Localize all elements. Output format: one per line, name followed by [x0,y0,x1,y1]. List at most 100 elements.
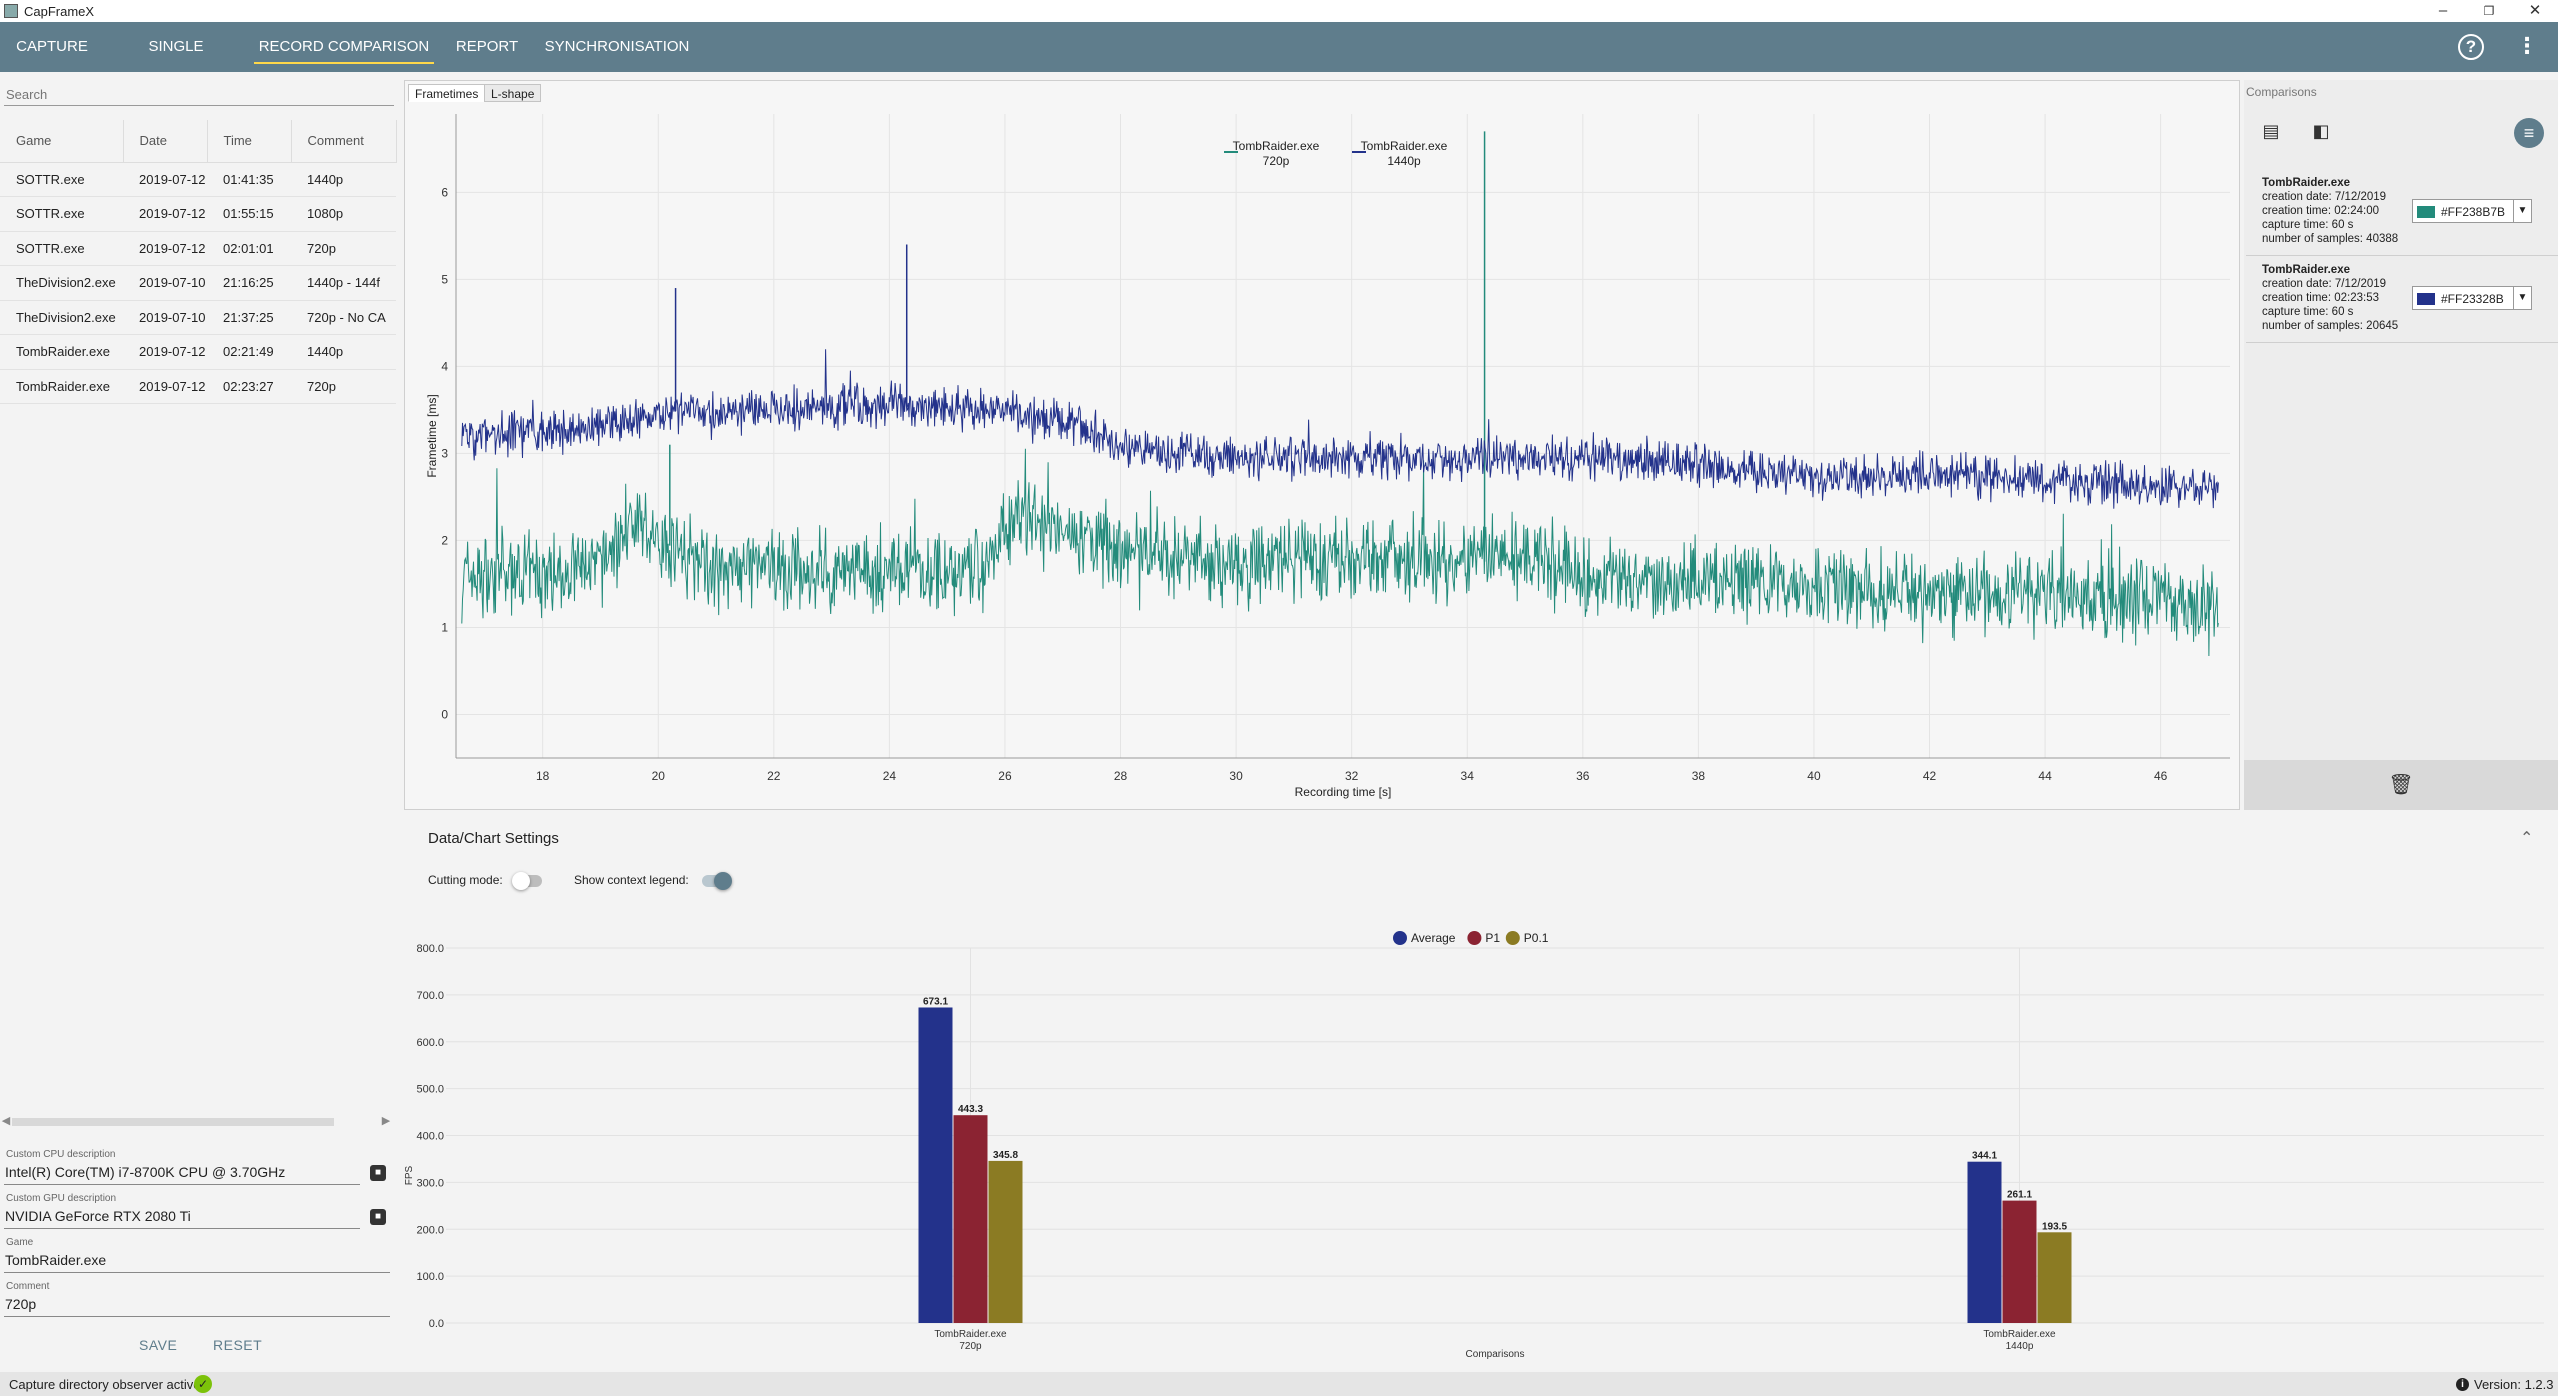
cutting-mode-label: Cutting mode: [428,873,503,887]
search-input[interactable] [4,84,394,106]
minimize-button[interactable]: – [2438,2,2448,19]
column-header-time[interactable]: Time [207,120,292,163]
scrollbar-thumb[interactable] [12,1118,334,1126]
cell-time: 21:37:25 [207,300,291,335]
comparison-item[interactable]: TombRaider.exe creation date: 7/12/2019 … [2262,263,2398,333]
delete-all-icon[interactable]: 🗑 [2388,774,2414,796]
table-row[interactable]: TombRaider.exe 2019-07-12 02:21:49 1440p [0,334,396,370]
legend-swatch [1467,931,1482,945]
tab-frametimes[interactable]: Frametimes [408,84,486,102]
chevron-up-icon[interactable]: ⌃ [2520,830,2534,847]
tab-record-comparison[interactable]: RECORD COMPARISON [254,22,434,72]
show-context-legend-toggle[interactable] [702,872,732,890]
column-header-comment[interactable]: Comment [291,120,397,163]
swap-sides-icon[interactable]: ◧ [2312,121,2330,141]
comment-field[interactable] [4,1291,390,1317]
frametime-chart[interactable]: 18 20 22 24 26 28 30 32 34 36 38 40 42 44 460123456Rec… [404,104,2240,808]
divider [2246,342,2558,343]
table-row[interactable]: SOTTR.exe 2019-07-12 02:01:01 720p [0,231,396,266]
chevron-down-icon[interactable]: ▼ [2513,287,2531,309]
y-tick-label: 100.0 [416,1271,444,1283]
game-label: Game [6,1237,34,1248]
horizontal-scrollbar[interactable]: ◀ ▶ [0,1113,396,1129]
table-view-icon[interactable]: ▤ [2262,121,2280,141]
bar-value-label: 345.8 [993,1150,1018,1161]
y-tick-label: 800.0 [416,943,444,955]
cell-time: 01:55:15 [207,196,291,232]
table-row[interactable]: TheDivision2.exe 2019-07-10 21:37:25 720p -… [0,300,396,335]
game-field[interactable] [4,1247,390,1273]
x-tick-label: 720p [959,1341,982,1352]
comparison-item[interactable]: TombRaider.exe creation date: 7/12/2019 … [2262,176,2398,246]
reset-button[interactable]: RESET [213,1337,263,1353]
record-list-panel: Game Date Time Comment SOTTR.exe2019-07-… [0,80,398,1370]
clear-sort-icon[interactable]: ≡ [2514,118,2544,148]
table-row[interactable]: TheDivision2.exe 2019-07-10 21:16:25 1440p … [0,265,396,301]
x-tick-label: 36 [1576,769,1590,783]
table-row[interactable]: TombRaider.exe 2019-07-12 02:23:27 720p [0,369,396,404]
cell-game: SOTTR.exe [0,162,123,197]
cell-comment: 720p - No CA [291,300,396,335]
series-line [461,448,2219,657]
tab-l-shape[interactable]: L-shape [484,84,542,102]
x-tick-label: 30 [1229,769,1243,783]
tab-synchronisation[interactable]: SYNCHRONISATION [544,38,690,55]
color-picker[interactable]: #FF238B7B ▼ [2412,199,2532,223]
x-axis-label: Comparisons [1466,1349,1525,1360]
cpu-reset-icon[interactable]: ■ [370,1165,386,1181]
tab-report[interactable]: REPORT [455,38,519,55]
bar-chart[interactable]: 0.0 100.0 200.0 300.0 400.0 500.0 600.0 700.0 80… [404,920,2558,1370]
y-tick-label: 6 [441,185,448,199]
legend-label: 1440p [1387,154,1421,168]
scroll-right-icon[interactable]: ▶ [381,1115,391,1127]
app-logo-icon [4,4,18,18]
cpu-description-field[interactable] [4,1159,360,1185]
legend-label: TombRaider.exe [1233,139,1320,153]
y-tick-label: 400.0 [416,1131,444,1143]
cell-time: 02:23:27 [207,369,291,404]
legend-swatch [1393,931,1407,945]
table-row[interactable]: SOTTR.exe 2019-07-12 01:41:35 1440p [0,162,396,197]
cell-date: 2019-07-10 [123,265,207,301]
legend-label: P1 [1485,931,1500,945]
color-picker[interactable]: #FF23328B ▼ [2412,286,2532,310]
color-swatch [2417,206,2435,218]
table-row[interactable]: SOTTR.exe 2019-07-12 01:55:15 1080p [0,196,396,232]
tab-capture[interactable]: CAPTURE [16,38,88,55]
legend-label: TombRaider.exe [1361,139,1448,153]
y-tick-label: 4 [441,359,448,373]
help-icon[interactable]: ? [2458,34,2484,60]
comparison-item-capture-time: capture time: 60 s [2262,306,2354,318]
bar [2037,1232,2072,1323]
column-header-date[interactable]: Date [123,120,208,163]
series-line [461,349,2219,509]
cutting-mode-toggle[interactable] [512,872,542,890]
cell-date: 2019-07-12 [123,196,207,232]
close-button[interactable]: ✕ [2528,2,2542,19]
gpu-reset-icon[interactable]: ■ [370,1209,386,1225]
restore-button[interactable]: ❐ [2483,4,2495,18]
gpu-description-label: Custom GPU description [6,1193,117,1204]
cell-comment: 1080p [291,196,396,232]
main-nav: CAPTURE SINGLE RECORD RECORD COMPARISON … [0,22,2558,105]
bar [988,1160,1023,1323]
more-menu-icon[interactable]: ⋮ [2516,33,2538,58]
column-header-game[interactable]: Game [0,120,124,163]
divider [2246,255,2558,256]
x-tick-label: 44 [2038,769,2052,783]
save-button[interactable]: SAVE [139,1337,178,1353]
legend-label: 720p [1263,154,1290,168]
comparison-item-samples: number of samples: 40388 [2262,233,2399,245]
scroll-left-icon[interactable]: ◀ [1,1115,11,1127]
toggle-knob [714,872,732,890]
chevron-down-icon[interactable]: ▼ [2513,200,2531,222]
x-tick-label: 24 [883,769,897,783]
gpu-description-field[interactable] [4,1203,360,1229]
legend-label: Average [1411,931,1456,945]
x-tick-label: 20 [652,769,666,783]
y-tick-label: 300.0 [416,1177,444,1189]
y-tick-label: 2 [441,533,448,547]
cell-time: 01:41:35 [207,162,291,197]
tab-single-record[interactable]: SINGLE RECORD [143,38,208,105]
